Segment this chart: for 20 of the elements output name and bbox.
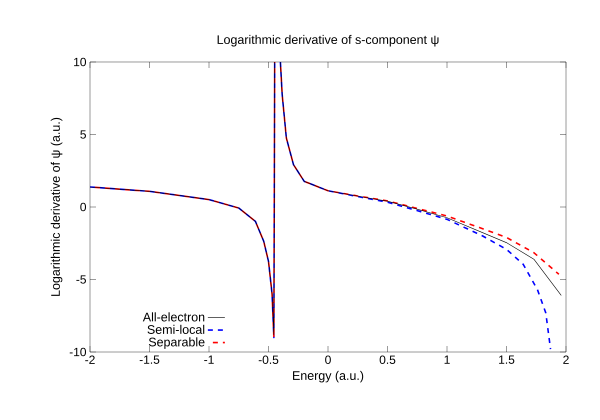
y-tick-label: -5 [76, 275, 86, 284]
y-tick-label: 5 [80, 130, 86, 139]
x-axis-title: Energy (a.u.) [293, 370, 364, 382]
y-tick-label: 0 [80, 202, 86, 212]
x-tick-label: -2 [85, 356, 95, 364]
legend-label: Semi-local [148, 324, 204, 334]
y-tick-label: 10 [74, 58, 86, 66]
legend-label: Separable [148, 337, 205, 349]
x-tick-label: -0.5 [258, 356, 278, 364]
chart-title: Logarithmic derivative of s-component ψ [218, 34, 439, 46]
x-tick-label: -1.5 [140, 356, 160, 364]
legend-label: All-electron [142, 312, 204, 322]
x-tick-label: 0 [325, 356, 331, 364]
x-tick-label: 1.5 [499, 356, 514, 364]
x-tick-label: 0.5 [380, 356, 396, 364]
y-tick-label: -10 [70, 348, 86, 356]
x-tick-label: -1 [204, 356, 214, 364]
y-axis-title: Logarithmic derivative of ψ (a.u.) [50, 118, 62, 296]
x-tick-label: 2 [563, 356, 569, 364]
x-tick-label: 1 [444, 356, 450, 364]
